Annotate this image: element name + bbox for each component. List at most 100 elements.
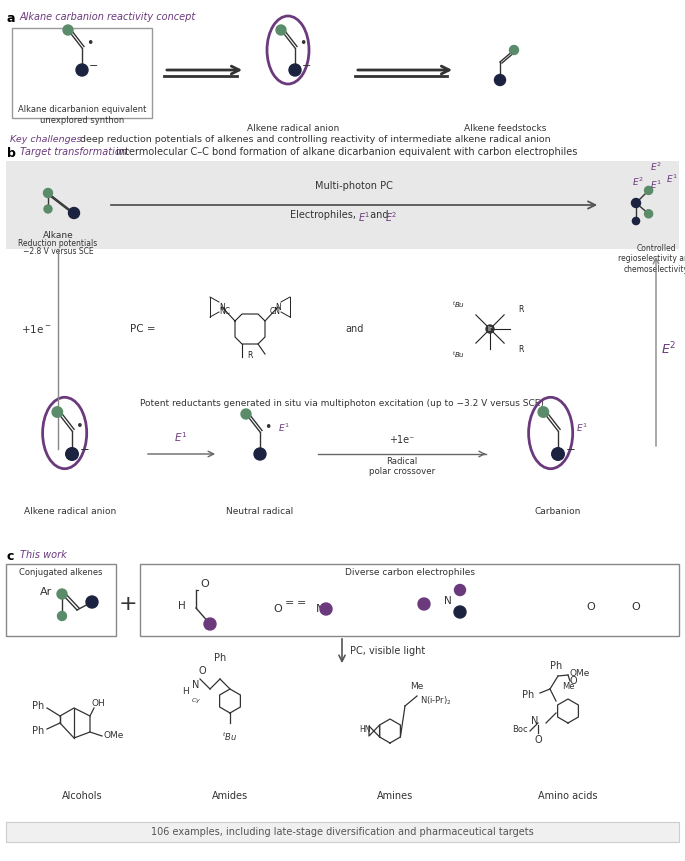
Circle shape [418, 598, 430, 610]
Text: O: O [586, 602, 595, 612]
Text: Key challenges:: Key challenges: [10, 135, 85, 144]
Text: Ar: Ar [40, 587, 52, 597]
Text: N: N [316, 604, 325, 614]
Text: Diverse carbon electrophiles: Diverse carbon electrophiles [345, 568, 475, 577]
Circle shape [551, 448, 564, 461]
Text: N: N [444, 596, 452, 606]
Text: Ph: Ph [214, 653, 226, 663]
Text: Alkane: Alkane [42, 231, 73, 240]
Text: H: H [183, 686, 189, 696]
Circle shape [204, 618, 216, 630]
Text: and: and [367, 210, 392, 220]
Text: Target transformation:: Target transformation: [20, 147, 130, 157]
Text: O: O [273, 604, 282, 614]
Text: +1e⁻: +1e⁻ [389, 435, 414, 445]
Circle shape [276, 25, 286, 35]
Text: Alcohols: Alcohols [62, 791, 102, 801]
Text: =: = [297, 598, 307, 608]
Text: +: + [119, 594, 137, 614]
Text: Amino acids: Amino acids [538, 791, 598, 801]
Text: $E^1$: $E^1$ [175, 430, 188, 444]
FancyBboxPatch shape [6, 822, 679, 842]
Circle shape [241, 409, 251, 419]
Circle shape [66, 448, 78, 461]
Text: Alkene radical anion: Alkene radical anion [247, 124, 339, 133]
Text: OMe: OMe [104, 732, 125, 740]
Text: =: = [286, 598, 295, 608]
Text: −: − [89, 61, 99, 71]
Text: $E^2$: $E^2$ [385, 210, 397, 224]
Text: CN: CN [270, 307, 281, 315]
Text: NC: NC [219, 307, 230, 315]
Text: $E^1$: $E^1$ [576, 422, 588, 434]
Text: Ph: Ph [32, 726, 44, 736]
Text: $E^1$: $E^1$ [278, 422, 290, 434]
FancyBboxPatch shape [140, 564, 679, 636]
Text: Amides: Amides [212, 791, 248, 801]
Text: HN: HN [360, 724, 371, 734]
Text: $^tBu$: $^tBu$ [452, 349, 465, 360]
Text: $E^1$: $E^1$ [650, 179, 662, 191]
Circle shape [486, 325, 494, 333]
Text: O: O [570, 676, 577, 686]
Text: O: O [534, 735, 542, 745]
Text: R: R [518, 344, 523, 354]
Text: H: H [178, 601, 186, 611]
Text: PC =: PC = [130, 324, 155, 334]
Text: intermolecular C–C bond formation of alkane dicarbanion equivalent with carbon e: intermolecular C–C bond formation of alk… [113, 147, 577, 157]
Text: N: N [275, 302, 281, 312]
Text: Ph: Ph [550, 661, 562, 671]
Text: R: R [518, 305, 523, 313]
Circle shape [58, 611, 66, 621]
Circle shape [632, 199, 640, 208]
Circle shape [254, 448, 266, 460]
Text: N(i-Pr)$_2$: N(i-Pr)$_2$ [420, 695, 452, 707]
Text: Me: Me [410, 682, 424, 691]
Text: Potent reductants generated in situ via multiphoton excitation (up to −3.2 V ver: Potent reductants generated in situ via … [140, 399, 544, 408]
Text: unexplored synthon: unexplored synthon [40, 116, 124, 125]
Text: Alkene feedstocks: Alkene feedstocks [464, 124, 546, 133]
Circle shape [510, 46, 519, 54]
Text: OH: OH [92, 699, 105, 709]
Text: Boc: Boc [512, 724, 528, 734]
Circle shape [320, 603, 332, 615]
Circle shape [289, 64, 301, 76]
Text: O: O [200, 579, 209, 589]
Circle shape [454, 606, 466, 618]
Circle shape [63, 25, 73, 35]
Text: c: c [7, 550, 14, 563]
Text: O: O [198, 666, 205, 676]
Text: −: − [79, 443, 89, 456]
Text: N: N [219, 302, 225, 312]
Circle shape [76, 64, 88, 76]
Text: −2.8 V versus SCE: −2.8 V versus SCE [23, 247, 93, 256]
Text: Electrophiles,: Electrophiles, [290, 210, 359, 220]
Text: 106 examples, including late-stage diversification and pharmaceutical targets: 106 examples, including late-stage diver… [151, 827, 534, 837]
Text: •: • [299, 38, 306, 51]
Circle shape [495, 75, 506, 85]
Text: OMe: OMe [570, 668, 590, 678]
Text: Amines: Amines [377, 791, 413, 801]
Text: Alkene radical anion: Alkene radical anion [24, 507, 116, 516]
Text: $^tBu$: $^tBu$ [452, 299, 465, 309]
Text: $E^1$: $E^1$ [358, 210, 371, 224]
Text: Conjugated alkenes: Conjugated alkenes [19, 568, 103, 577]
Text: $E^2$: $E^2$ [632, 175, 644, 188]
Text: $E^2$: $E^2$ [650, 161, 662, 173]
Circle shape [632, 217, 640, 225]
Text: $E^1$: $E^1$ [666, 173, 678, 185]
Text: N: N [531, 716, 538, 726]
Text: +1e$^-$: +1e$^-$ [21, 323, 51, 335]
Text: •: • [86, 38, 93, 51]
Circle shape [44, 189, 53, 197]
Text: N: N [192, 680, 200, 690]
Text: $E^2$: $E^2$ [661, 341, 676, 357]
FancyBboxPatch shape [6, 564, 116, 636]
Text: Controlled
regioselectivity and
chemoselectivity: Controlled regioselectivity and chemosel… [618, 244, 685, 274]
Text: a: a [7, 12, 16, 25]
Text: $^tBu$: $^tBu$ [223, 731, 238, 743]
Text: •: • [264, 422, 271, 435]
Text: Radical
polar crossover: Radical polar crossover [369, 457, 435, 476]
Text: Multi-photon PC: Multi-photon PC [315, 181, 393, 191]
Text: Reduction potentials: Reduction potentials [18, 239, 98, 248]
